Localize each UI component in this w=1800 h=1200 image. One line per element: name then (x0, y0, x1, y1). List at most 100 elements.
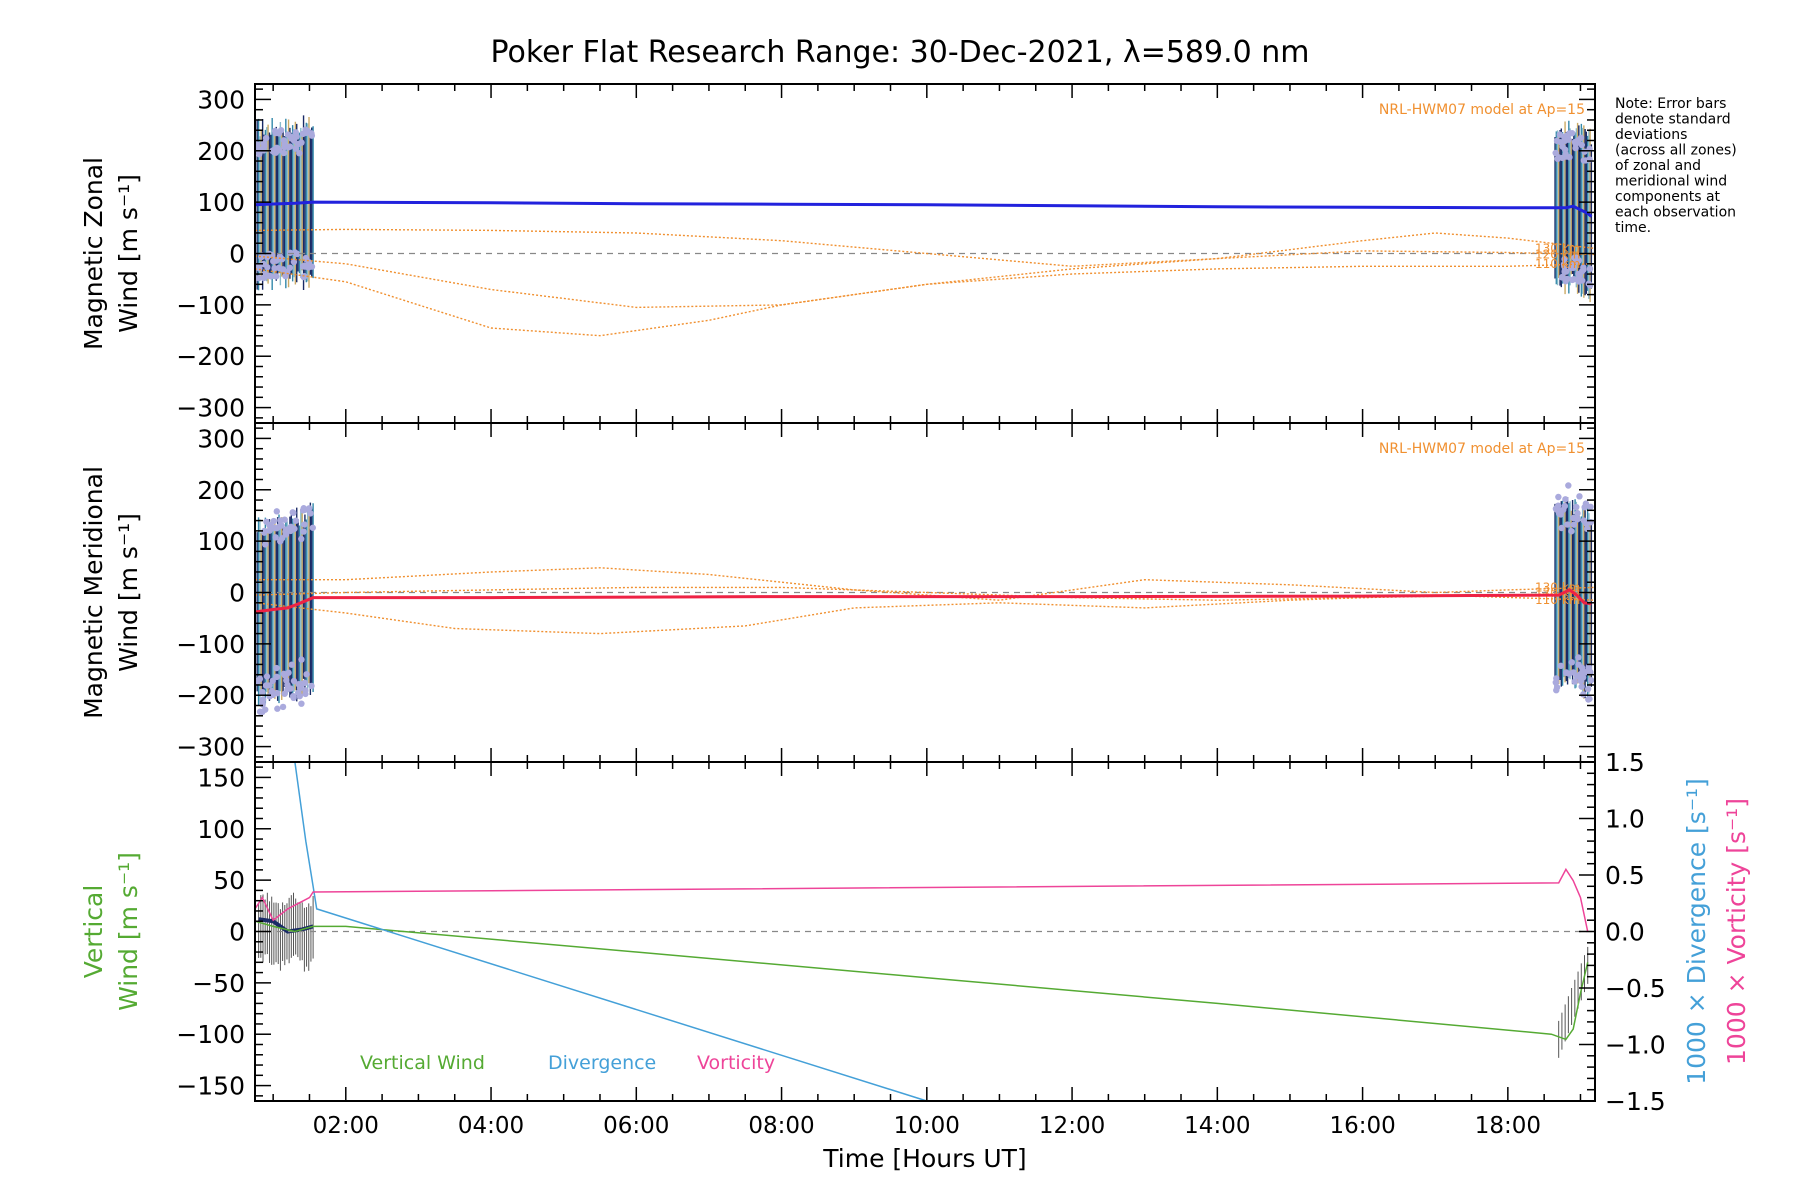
model-curve-label: 120 km (1535, 248, 1580, 262)
scatter-point (259, 689, 266, 696)
scatter-point (291, 249, 299, 256)
model-curve-label: 130 km (1535, 241, 1580, 255)
x-tick-label: 02:00 (313, 1113, 379, 1139)
scatter-point (280, 149, 288, 157)
scatter-point (1584, 685, 1592, 693)
scatter-point (256, 708, 264, 715)
note-line: deviations (1615, 127, 1687, 143)
y-tick-label: −300 (176, 733, 245, 762)
scatter-point (298, 535, 305, 543)
scatter-point (1579, 669, 1586, 676)
scatter-point (281, 140, 288, 148)
legend-item: Vorticity (697, 1052, 775, 1074)
scatter-point (301, 521, 308, 528)
scatter-point (1570, 521, 1578, 528)
y-tick-label: −150 (176, 1072, 245, 1101)
scatter-point (1578, 141, 1585, 149)
model-label: NRL-HWM07 model at Ap=15 (1379, 441, 1585, 457)
note-line: each observation (1615, 205, 1736, 221)
y2-tick-label: −1.5 (1605, 1087, 1666, 1116)
y2-tick-label: 0.0 (1605, 918, 1645, 947)
scatter-point (1586, 265, 1594, 273)
scatter-point (274, 705, 281, 712)
scatter-point (1570, 669, 1577, 676)
scatter-point (300, 505, 307, 512)
scatter-point (1558, 274, 1566, 281)
scatter-point (298, 656, 305, 663)
y-axis-title-line1: Vertical (79, 885, 108, 979)
y2-tick-label: 1.0 (1605, 805, 1645, 834)
scatter-point (1570, 276, 1577, 283)
scatter-point (1556, 131, 1564, 138)
x-tick-label: 06:00 (603, 1113, 669, 1139)
y2-axis-title-vorticity: 1000 × Vorticity [s⁻¹] (1722, 798, 1751, 1065)
y-tick-label: 100 (197, 527, 245, 556)
scatter-point (1581, 503, 1588, 511)
scatter-point (303, 671, 310, 678)
scatter-point (1568, 528, 1575, 535)
scatter-point (1557, 511, 1565, 518)
y-tick-label: 0 (229, 918, 245, 947)
scatter-point (1577, 677, 1585, 685)
x-tick-label: 08:00 (748, 1113, 814, 1139)
note-line: denote standard (1615, 112, 1731, 128)
y-tick-label: 150 (197, 763, 245, 792)
model-curve (255, 567, 1596, 601)
scatter-point (1574, 510, 1581, 517)
model-curve-label: 110 km (1535, 257, 1580, 271)
x-tick-label: 04:00 (458, 1113, 524, 1139)
scatter-point (1553, 684, 1561, 691)
scatter-point (1583, 520, 1590, 527)
x-tick-label: 14:00 (1184, 1113, 1250, 1139)
scatter-point (308, 682, 315, 690)
scatter-point (269, 677, 276, 685)
y2-tick-label: −0.5 (1605, 974, 1666, 1003)
scatter-point (279, 703, 287, 711)
scatter-point (273, 508, 280, 515)
scatter-point (305, 259, 313, 266)
scatter-point (307, 510, 314, 517)
scatter-point (284, 131, 292, 138)
note-line: meridional wind (1615, 174, 1727, 190)
scatter-point (1561, 255, 1568, 263)
model-curve (254, 263, 1596, 337)
scatter-point (301, 679, 309, 687)
scatter-point (277, 538, 284, 545)
scatter-point (1557, 139, 1565, 146)
scatter-point (268, 687, 276, 695)
scatter-point (1568, 659, 1576, 666)
scatter-point (289, 509, 296, 516)
scatter-point (263, 673, 271, 680)
y-tick-label: 200 (197, 476, 245, 505)
scatter-point (290, 258, 298, 266)
scatter-point (273, 673, 281, 681)
scatter-point (273, 664, 280, 672)
y-tick-label: −200 (176, 342, 245, 371)
y-tick-label: −300 (176, 394, 245, 423)
scatter-point (286, 249, 294, 256)
scatter-point (290, 677, 298, 685)
x-axis-title: Time [Hours UT] (822, 1144, 1026, 1173)
scatter-point (1587, 677, 1595, 684)
model-curve (254, 594, 1596, 635)
scatter-point (1580, 691, 1587, 698)
y-tick-label: −200 (176, 681, 245, 710)
scatter-point (1574, 137, 1581, 144)
scatter-point (302, 129, 310, 137)
scatter-point (275, 130, 283, 137)
scatter-point (1580, 266, 1587, 273)
scatter-point (302, 690, 309, 698)
note-line: components at (1615, 189, 1721, 205)
scatter-point (282, 528, 289, 535)
scatter-point (262, 706, 269, 713)
scatter-point (1562, 669, 1570, 677)
scatter-point (1553, 675, 1560, 682)
x-tick-label: 18:00 (1475, 1113, 1541, 1139)
scatter-point (1586, 695, 1593, 703)
scatter-point (297, 683, 304, 691)
scatter-point (298, 700, 305, 707)
y-tick-label: −100 (176, 630, 245, 659)
scatter-point (1558, 524, 1565, 532)
scatter-point (266, 693, 273, 700)
